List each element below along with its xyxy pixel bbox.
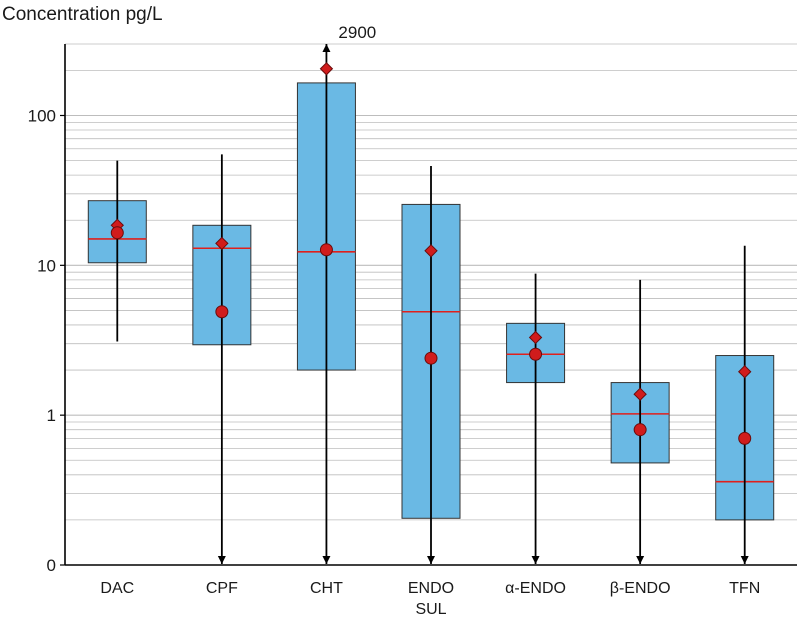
geomean-marker: [738, 431, 752, 445]
geomean-marker: [110, 226, 124, 240]
x-category-label: α-ENDO: [505, 580, 566, 597]
box-group-4: [401, 166, 461, 564]
x-category-label: ENDO: [408, 580, 454, 597]
y-tick-label: 100: [28, 106, 56, 125]
mean-marker: [738, 364, 752, 379]
x-category-label: DAC: [100, 580, 134, 597]
y-tick-label: 10: [37, 256, 56, 275]
annotations: 2900: [338, 23, 376, 42]
whisker-arrow-down: [531, 556, 540, 564]
mean-marker: [633, 387, 647, 401]
y-axis-title: Concentration pg/L: [2, 4, 163, 25]
box-group-2: [192, 154, 252, 564]
x-category-label: CHT: [310, 580, 343, 597]
y-tick-label: 0: [47, 556, 56, 575]
mean-marker: [319, 62, 334, 76]
geomean-marker: [633, 423, 647, 437]
geomean-marker: [529, 347, 543, 361]
box-group-6: [610, 279, 670, 564]
x-category-label: TFN: [729, 580, 760, 597]
y-tick-label: 1: [47, 406, 56, 425]
whisker-arrow-down: [740, 556, 749, 564]
geomean-marker: [215, 305, 229, 319]
mean-marker: [424, 244, 438, 258]
whisker-arrow-down: [636, 556, 645, 564]
y-tick-labels: 0 1 10 100: [28, 106, 65, 575]
x-category-label: β-ENDO: [610, 580, 671, 597]
mean-marker: [215, 236, 229, 251]
geomean-marker: [319, 243, 333, 257]
mean-marker: [528, 330, 543, 345]
geomean-marker: [424, 351, 438, 365]
axes: [64, 44, 797, 566]
max-value-annotation: 2900: [338, 23, 376, 42]
x-category-label-line2: SUL: [415, 601, 446, 618]
whisker-arrow-down: [427, 556, 435, 564]
box-group-7: [715, 245, 775, 564]
box-group-3: [296, 44, 356, 564]
box-group-5: [506, 273, 566, 564]
box-group-1: [87, 160, 147, 342]
x-category-label: CPF: [206, 580, 238, 597]
whisker-arrow-down: [217, 556, 226, 564]
x-category-labels: DAC CPF CHT ENDO SUL α-ENDO β-ENDO TFN: [100, 580, 760, 618]
whisker-arrow-down: [322, 556, 331, 564]
box-series: [87, 44, 775, 564]
whisker-arrow-up: [322, 44, 331, 52]
